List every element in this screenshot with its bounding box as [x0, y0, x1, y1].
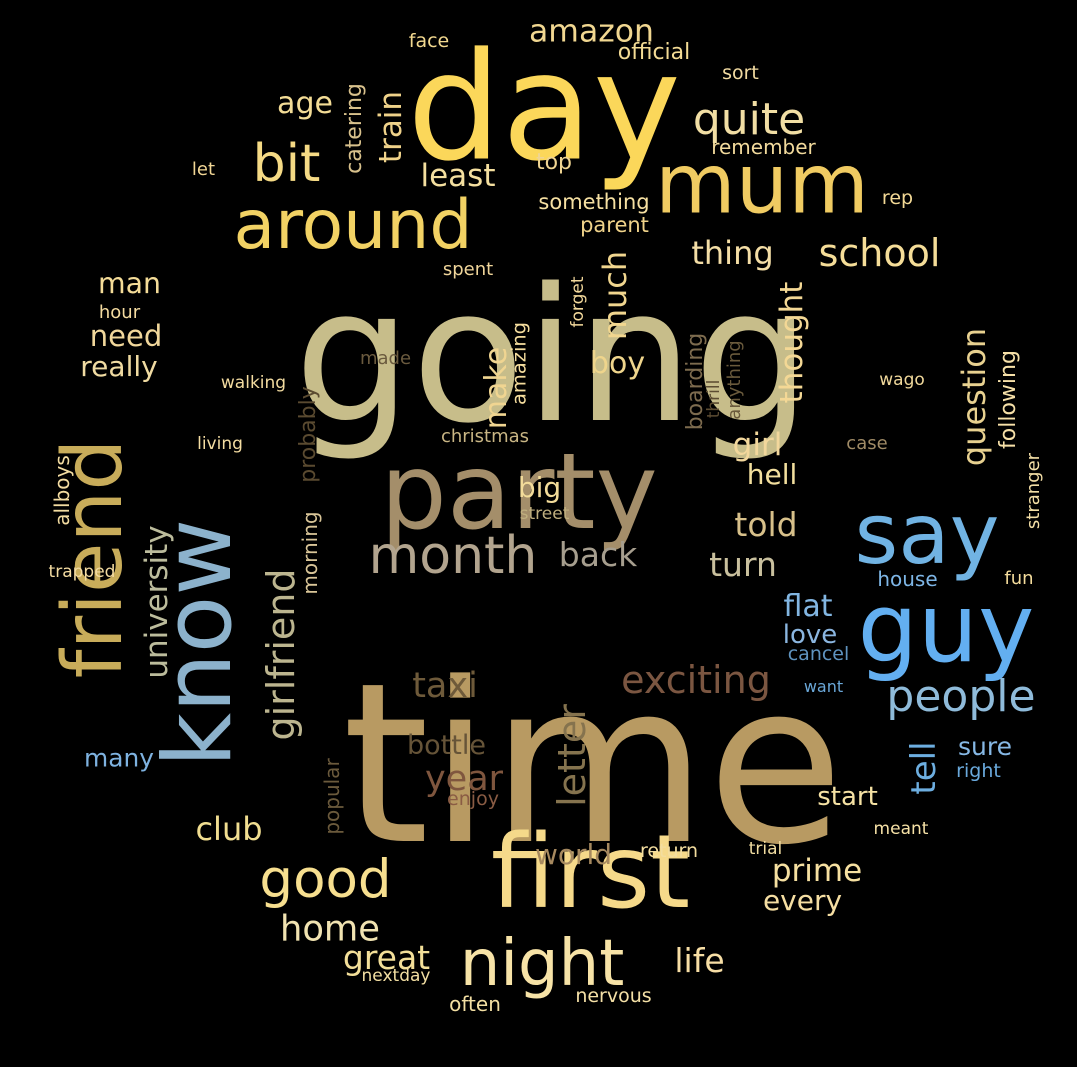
word-rep: rep [881, 187, 914, 209]
word-amazon: amazon [529, 13, 654, 50]
word-exciting: exciting [621, 658, 771, 702]
word-prime: prime [771, 853, 863, 889]
word-right: right [956, 760, 1001, 782]
word-nervous: nervous [575, 985, 652, 1007]
word-thought: thought [774, 281, 810, 404]
word-thrill: thrill [704, 379, 724, 419]
word-street: street [519, 504, 570, 524]
word-popular: popular [320, 758, 344, 835]
word-need: need [89, 319, 163, 353]
word-school: school [818, 231, 941, 275]
word-thing: thing [691, 234, 774, 272]
word-house: house [877, 567, 938, 591]
word-top: top [535, 150, 573, 175]
word-letter: letter [550, 704, 594, 807]
word-trial: trial [748, 839, 783, 859]
word-meant: meant [873, 819, 929, 839]
word-official: official [617, 40, 691, 65]
word-sure: sure [958, 732, 1012, 761]
word-year: year [424, 759, 504, 799]
word-let: let [191, 159, 216, 180]
word-morning: morning [298, 511, 322, 595]
word-train: train [373, 90, 409, 164]
word-really: really [80, 350, 158, 383]
word-bottle: bottle [407, 730, 486, 761]
word-hell: hell [746, 458, 798, 491]
word-fun: fun [1004, 568, 1034, 589]
word-return: return [639, 840, 699, 862]
word-amazing: amazing [507, 322, 531, 405]
word-allboys: allboys [50, 455, 74, 526]
word-enjoy: enjoy [447, 788, 499, 810]
word-world: world [534, 838, 613, 871]
word-christmas: christmas [440, 426, 530, 447]
word-probably: probably [296, 386, 321, 483]
word-boy: boy [589, 346, 646, 381]
word-much: much [596, 250, 634, 341]
word-face: face [408, 30, 450, 52]
word-forget: forget [568, 276, 588, 328]
word-say: say [854, 485, 1000, 583]
word-taxi: taxi [412, 666, 478, 706]
word-trapped: trapped [48, 562, 116, 582]
word-girl: girl [732, 427, 783, 463]
word-club: club [195, 810, 263, 848]
word-first: first [490, 813, 691, 932]
word-cancel: cancel [787, 643, 850, 665]
word-sort: sort [722, 62, 759, 84]
word-quite: quite [692, 94, 806, 145]
word-parent: parent [580, 213, 649, 237]
word-people: people [886, 671, 1036, 722]
word-guy: guy [857, 574, 1035, 684]
word-day: day [407, 21, 681, 195]
word-remember: remember [711, 135, 816, 159]
word-good: good [259, 849, 392, 910]
word-turn: turn [709, 545, 777, 584]
word-living: living [197, 434, 243, 454]
word-love: love [782, 620, 838, 650]
word-back: back [558, 535, 638, 574]
word-big: big [517, 471, 562, 504]
word-least: least [420, 158, 496, 194]
word-age: age [277, 86, 333, 121]
word-party: party [380, 431, 658, 553]
word-case: case [846, 433, 888, 454]
word-man: man [98, 266, 161, 300]
word-mum: mum [655, 135, 869, 233]
word-something: something [538, 190, 650, 214]
word-university: university [139, 525, 175, 679]
word-hour: hour [98, 302, 141, 323]
word-start: start [817, 782, 878, 812]
word-around: around [233, 186, 473, 265]
word-tell: tell [904, 741, 944, 795]
word-made: made [359, 348, 412, 369]
word-month: month [368, 526, 538, 586]
word-time: time [342, 636, 844, 894]
word-many: many [84, 743, 154, 773]
word-every: every [762, 884, 843, 917]
word-often: often [449, 992, 501, 1016]
word-walking: walking [220, 373, 287, 393]
word-wago: wago [879, 370, 925, 390]
word-catering: catering [342, 83, 367, 174]
word-following: following [996, 350, 1021, 449]
word-great: great [342, 938, 431, 977]
word-home: home [280, 908, 380, 950]
word-told: told [734, 505, 798, 544]
word-anything: anything [724, 340, 745, 420]
word-going: going [294, 248, 811, 464]
word-life: life [674, 941, 725, 980]
word-bit: bit [252, 134, 321, 194]
word-want: want [803, 677, 844, 696]
word-nextday: nextday [361, 966, 431, 986]
word-flat: flat [783, 589, 833, 624]
word-spent: spent [442, 259, 494, 280]
word-girlfriend: girlfriend [259, 568, 303, 741]
word-stranger: stranger [1023, 452, 1044, 530]
word-night: night [459, 927, 625, 1001]
word-question: question [955, 327, 993, 467]
